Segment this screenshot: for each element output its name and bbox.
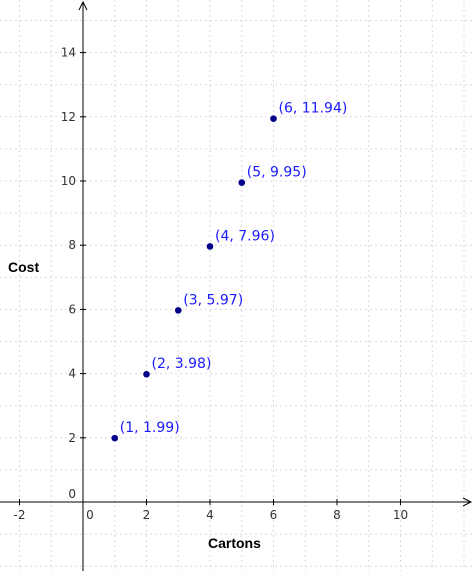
x-tick-label: 10: [393, 508, 408, 522]
y-tick-label: 0: [68, 487, 76, 501]
data-point: [111, 434, 119, 442]
y-tick-label: 4: [68, 367, 76, 381]
data-point: [206, 243, 214, 250]
x-tick-label: 6: [270, 508, 278, 522]
y-axis-title: Cost: [8, 259, 39, 275]
y-tick-label: 14: [61, 46, 76, 60]
data-point-label: (1, 1.99): [120, 420, 180, 436]
point-labels: (1, 1.99) (2, 3.98) (3, 5.97) (4, 7.96) (5, …: [120, 101, 348, 436]
data-point-label: (3, 5.97): [183, 292, 243, 308]
data-point-label: (4, 7.96): [215, 228, 275, 244]
data-points: [111, 115, 277, 442]
y-axis-arrow: [78, 0, 88, 11]
data-point: [143, 370, 150, 378]
y-tick-label: 8: [68, 238, 76, 252]
y-tick-label: 12: [61, 110, 76, 124]
x-tick-label: -2: [14, 508, 26, 522]
y-tick-label: 6: [68, 302, 76, 316]
x-tick-label: 0: [86, 508, 94, 522]
data-point: [270, 115, 277, 123]
data-point-label: (5, 9.95): [247, 165, 307, 181]
data-point-label: (6, 11.94): [279, 101, 348, 117]
x-axis-title: Cartons: [208, 535, 261, 551]
tick-labels: -2 0 2 4 6 8 10 0 2 4 6 8 10 12 14: [14, 46, 409, 522]
x-axis-arrow: [462, 497, 473, 507]
x-tick-label: 2: [143, 508, 151, 522]
x-tick-label: 4: [206, 508, 214, 522]
data-point: [238, 179, 246, 186]
y-tick-label: 10: [61, 174, 76, 188]
x-tick-label: 8: [333, 508, 341, 522]
y-tick-label: 2: [68, 431, 76, 445]
data-point: [174, 307, 182, 314]
data-point-label: (2, 3.98): [152, 356, 212, 372]
